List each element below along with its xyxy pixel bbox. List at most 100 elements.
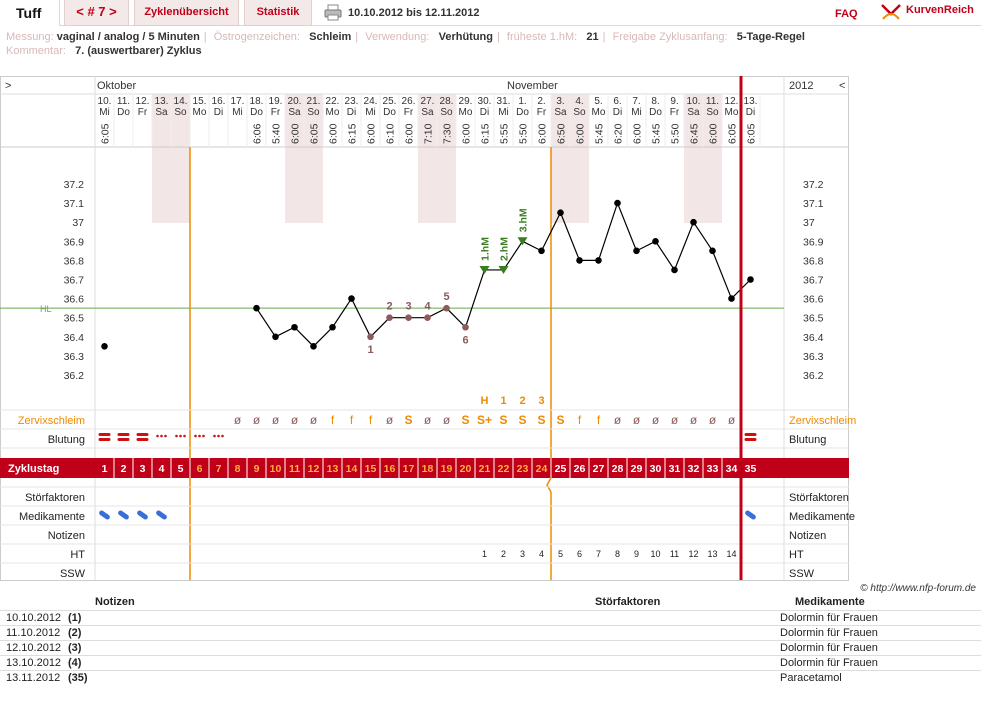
cycle-day-number: 33 <box>707 463 719 475</box>
note-date: 13.10.2012 <box>6 657 62 669</box>
print-icon[interactable] <box>324 4 342 21</box>
bleeding-bar <box>98 433 111 436</box>
bleeding-bar <box>744 433 757 436</box>
note-medication: Paracetamol <box>780 672 842 684</box>
notes-table-row: 13.11.2012 (35) Paracetamol <box>0 670 981 685</box>
meta-label: Verwendung: <box>365 31 430 43</box>
day-time: 5:50 <box>518 123 530 144</box>
day-time: 6:05 <box>100 123 112 144</box>
day-weekday: Di <box>613 107 622 118</box>
day-time: 6:00 <box>632 123 644 144</box>
factors-header: Störfaktoren <box>595 596 661 608</box>
cycle-day-number: 28 <box>612 463 624 475</box>
temperature-point <box>367 333 374 341</box>
cycle-day-number: 34 <box>726 463 738 475</box>
cycle-chart: > <Oktober November 201210.Mi6:0511.Do12.Fr… <box>0 76 856 581</box>
note-cycle-day: (35) <box>68 672 88 684</box>
cycle-day-number: 15 <box>365 463 377 475</box>
day-time: 6:05 <box>746 123 758 144</box>
y-tick-left: 36.6 <box>64 294 85 306</box>
ht-number: 6 <box>577 549 582 559</box>
meta-value: vaginal / analog / 5 Minuten <box>56 31 200 43</box>
day-weekday: Fr <box>670 107 680 118</box>
cycle-navigator[interactable]: < # 7 > <box>64 0 129 26</box>
day-date: 31. <box>497 96 511 107</box>
pill-icon <box>99 510 110 520</box>
tab-statistics[interactable]: Statistik <box>244 0 312 26</box>
cycle-day-number: 8 <box>235 463 241 475</box>
high-measurement-label: 1.hM <box>480 237 492 261</box>
day-date: 3. <box>556 96 564 107</box>
day-time: 6:10 <box>385 123 397 144</box>
cycle-day-number: 5 <box>178 463 184 475</box>
ht-number: 1 <box>482 549 487 559</box>
top-bar: Tuff < # 7 > Zyklenübersicht Statistik 1… <box>0 0 981 26</box>
day-date: 2. <box>537 96 545 107</box>
day-time: 6:15 <box>480 123 492 144</box>
day-date: 25. <box>383 96 397 107</box>
day-time: 6:00 <box>328 123 340 144</box>
cycle-day-number: 11 <box>289 463 300 475</box>
logo-text[interactable]: KurvenReich <box>906 4 974 16</box>
temperature-point <box>405 314 412 322</box>
meta-label: Kommentar: <box>6 45 66 57</box>
mucus-symbol: ø <box>424 413 432 427</box>
hl-label: HL <box>40 304 52 314</box>
notes-table-row: 13.10.2012 (4) Dolormin für Frauen <box>0 655 981 670</box>
mucus-symbol: S+ <box>477 413 492 427</box>
cycle-day-number: 24 <box>536 463 548 475</box>
day-time: 6:06 <box>252 123 264 144</box>
note-medication: Dolormin für Frauen <box>780 627 878 639</box>
mucus-symbol: S <box>556 413 564 427</box>
row-label-mucus-right: Zervixschleim <box>789 415 856 427</box>
day-weekday: Fr <box>404 107 414 118</box>
nav-prev-arrow[interactable]: > <box>5 80 11 92</box>
row-label-factors-right: Störfaktoren <box>789 492 849 504</box>
day-date: 20. <box>288 96 302 107</box>
day-weekday: Mo <box>326 107 340 118</box>
y-tick-left: 37.1 <box>64 198 85 210</box>
y-tick-right: 37.2 <box>803 179 824 191</box>
day-weekday: So <box>706 107 719 118</box>
mucus-symbol: ø <box>709 413 717 427</box>
y-tick-left: 36.9 <box>64 236 85 248</box>
bleeding-dot <box>183 434 186 438</box>
day-time: 7:30 <box>442 123 454 144</box>
day-weekday: Do <box>516 107 529 118</box>
meta-row-measurement: Messung: vaginal / analog / 5 Minuten | Ö… <box>6 31 805 43</box>
y-tick-left: 36.8 <box>64 255 85 267</box>
day-weekday: So <box>573 107 586 118</box>
day-date: 26. <box>402 96 416 107</box>
kurvenreich-logo-icon[interactable] <box>880 3 902 21</box>
day-weekday: Di <box>480 107 489 118</box>
day-weekday: Do <box>383 107 396 118</box>
weekend-shade <box>171 94 190 223</box>
day-weekday: Mi <box>498 107 509 118</box>
note-cycle-day: (1) <box>68 612 82 624</box>
day-weekday: Fr <box>537 107 547 118</box>
month-label: Oktober <box>97 80 136 92</box>
nav-next-arrow[interactable]: < <box>839 80 845 92</box>
tab-cycle-overview[interactable]: Zyklenübersicht <box>134 0 239 26</box>
temperature-point <box>576 257 583 264</box>
day-date: 12. <box>136 96 150 107</box>
day-weekday: So <box>440 107 453 118</box>
ht-number: 10 <box>650 549 660 559</box>
day-date: 24. <box>364 96 378 107</box>
y-tick-right: 36.9 <box>803 236 824 248</box>
row-label-bleeding-right: Blutung <box>789 434 826 446</box>
note-medication: Dolormin für Frauen <box>780 642 878 654</box>
day-date: 15. <box>193 96 207 107</box>
faq-link[interactable]: FAQ <box>835 8 858 20</box>
day-weekday: Do <box>250 107 263 118</box>
meta-value: Schleim <box>309 31 352 43</box>
meds-header: Medikamente <box>795 596 865 608</box>
day-date: 8. <box>651 96 659 107</box>
day-time: 6:00 <box>366 123 378 144</box>
y-tick-left: 36.5 <box>64 313 85 325</box>
meta-value: Verhütung <box>438 31 493 43</box>
day-weekday: Mo <box>725 107 739 118</box>
mucus-symbol: ø <box>310 413 318 427</box>
day-weekday: Sa <box>421 107 434 118</box>
cycle-day-number: 19 <box>441 463 453 475</box>
